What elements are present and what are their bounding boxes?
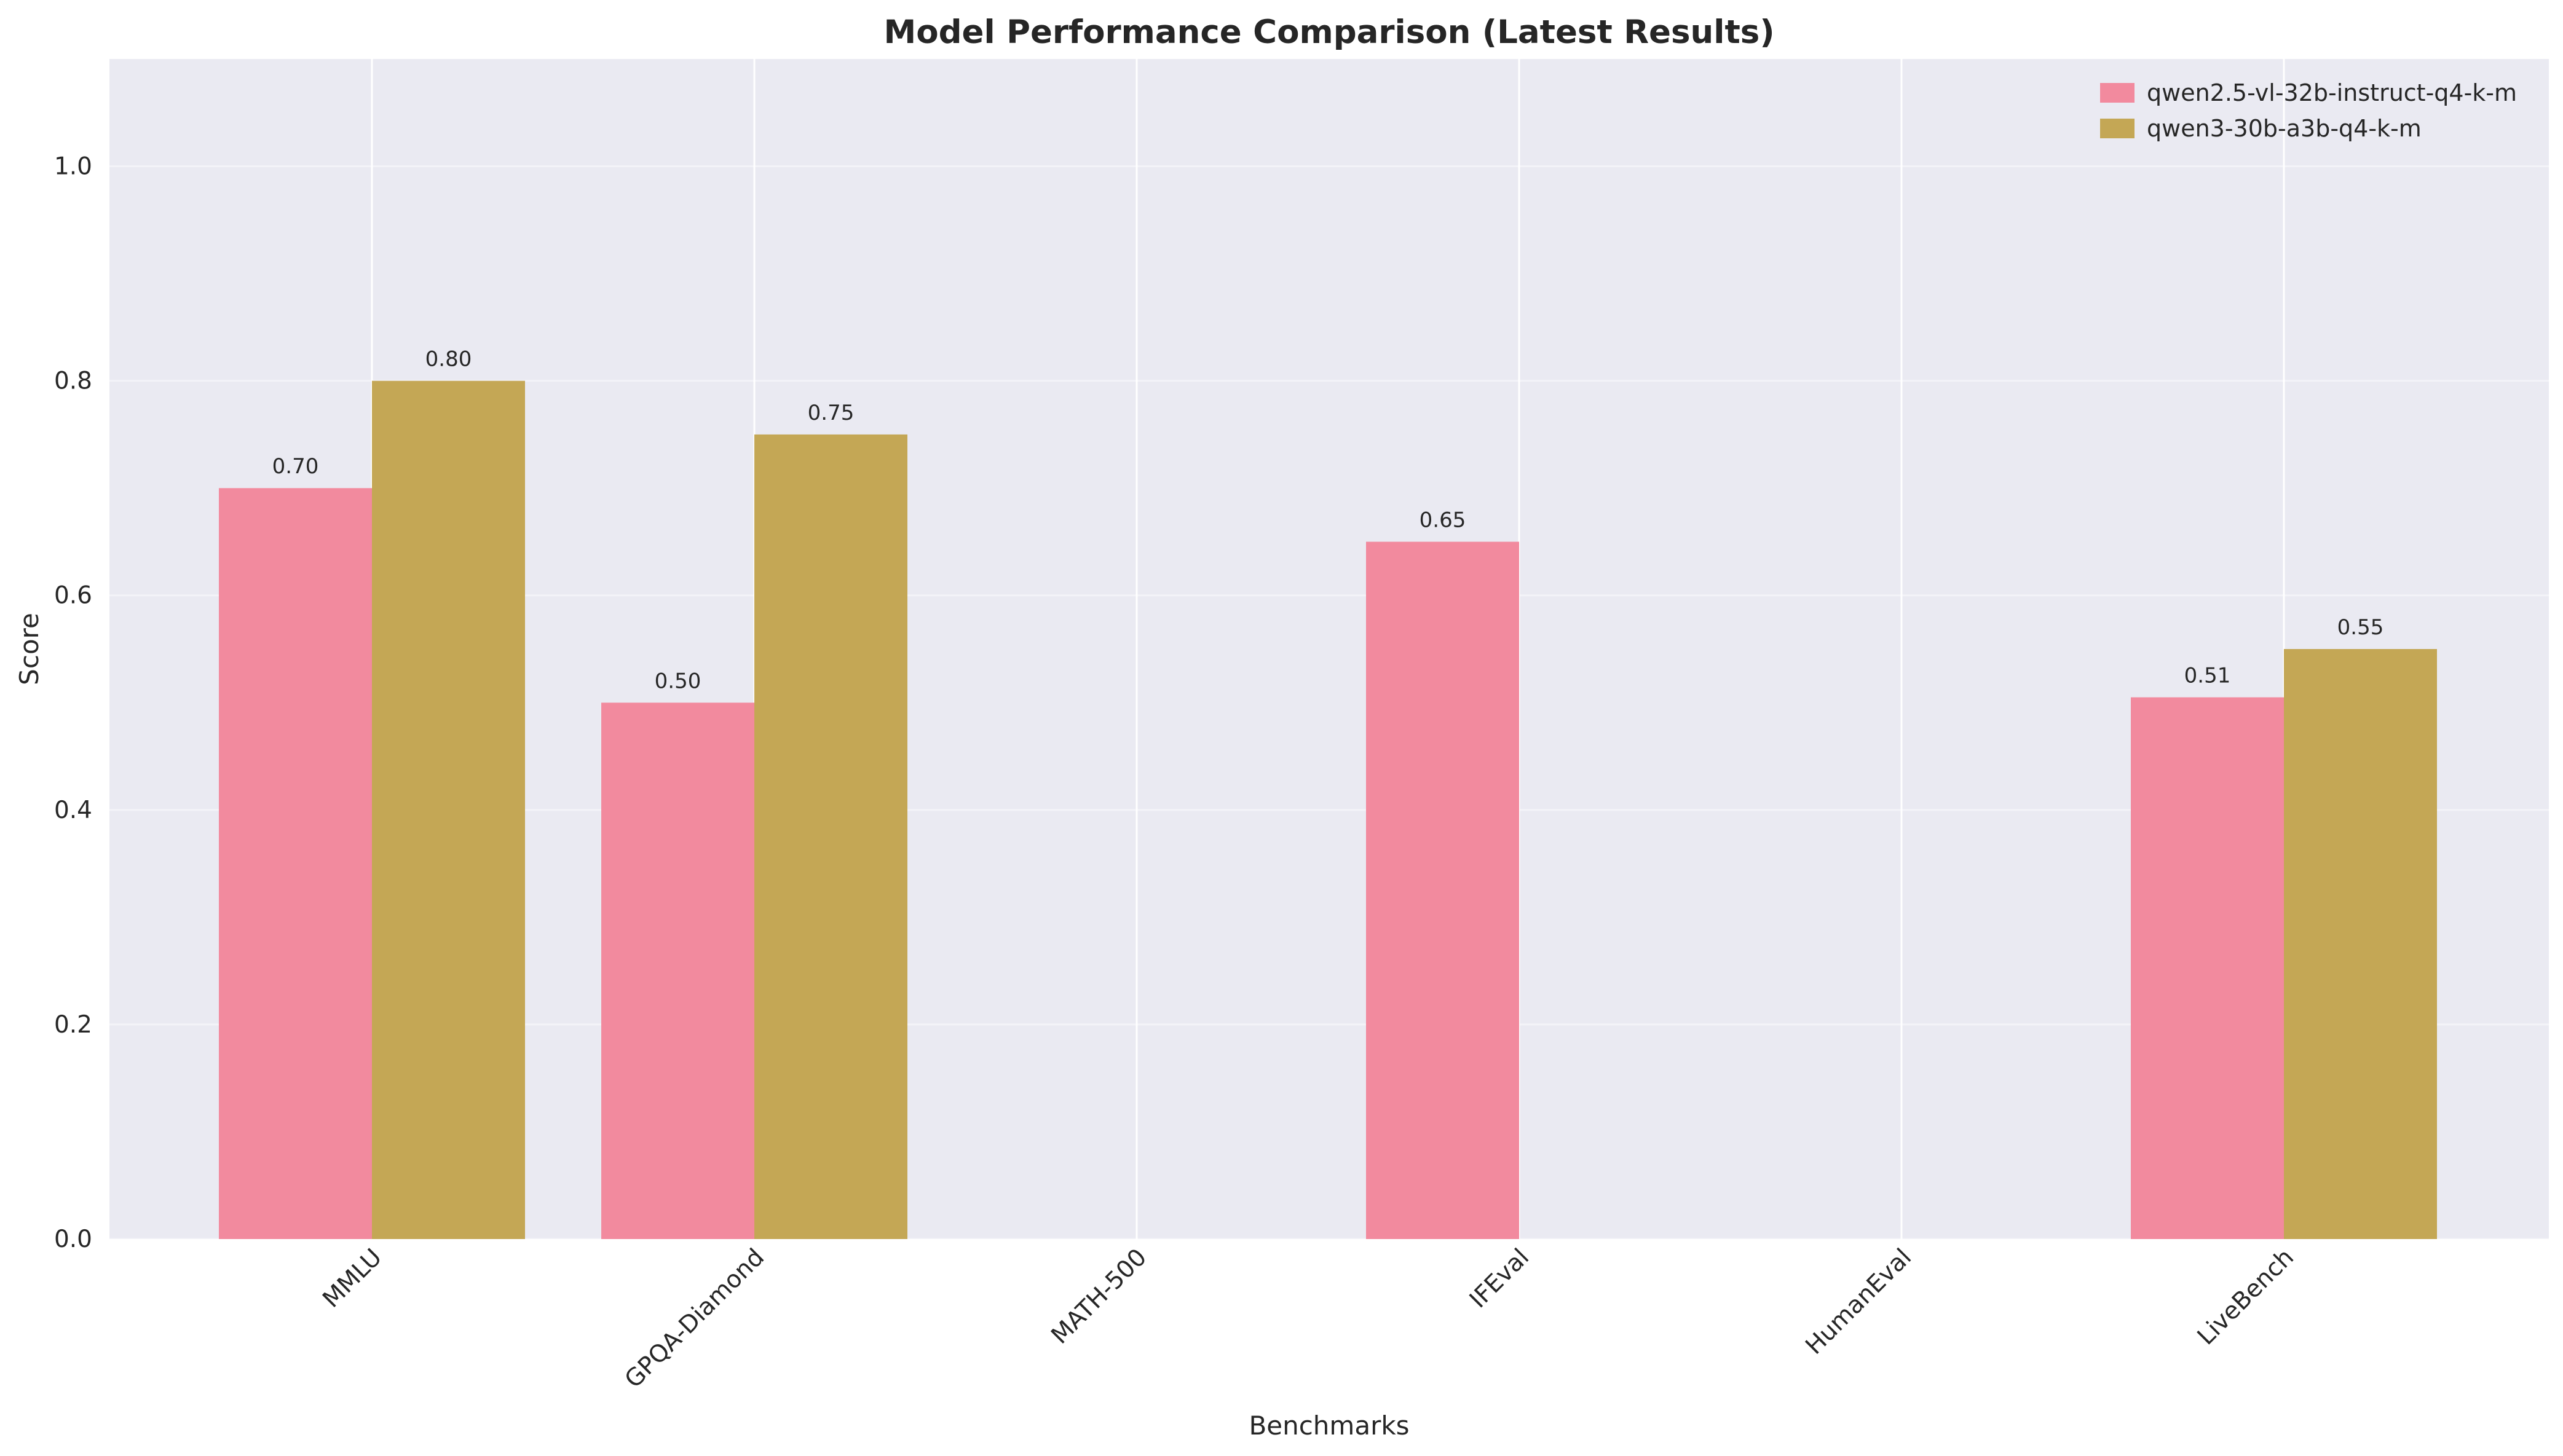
legend-swatch-series-2 xyxy=(2100,119,2135,138)
bar-value-label: 0.50 xyxy=(655,669,701,693)
y-axis-label: Score xyxy=(14,613,44,685)
bar-series-1 xyxy=(1366,541,1519,1239)
y-tick-label: 0.4 xyxy=(54,797,92,824)
chart-title: Model Performance Comparison (Latest Res… xyxy=(883,14,1774,51)
y-axis-ticks: 0.0 0.2 0.4 0.6 0.8 1.0 xyxy=(54,153,92,1253)
y-tick-label: 0.2 xyxy=(54,1011,92,1039)
bar-value-label: 0.75 xyxy=(808,401,855,425)
bar-value-label: 0.65 xyxy=(1420,508,1466,532)
y-tick-label: 1.0 xyxy=(54,153,92,181)
bar-value-label: 0.70 xyxy=(272,454,319,479)
bar-series-1 xyxy=(2131,697,2284,1239)
x-tick-label: MATH-500 xyxy=(1046,1243,1153,1350)
legend-label-series-1: qwen2.5-vl-32b-instruct-q4-k-m xyxy=(2147,79,2517,106)
bar-series-1 xyxy=(601,702,754,1239)
x-axis-ticks: MMLU GPQA-Diamond MATH-500 IFEval HumanEval L… xyxy=(317,1243,2299,1393)
y-tick-label: 0.8 xyxy=(54,368,92,395)
y-tick-label: 0.6 xyxy=(54,582,92,610)
legend: qwen2.5-vl-32b-instruct-q4-k-m qwen3-30b… xyxy=(2100,79,2517,142)
y-tick-label: 0.0 xyxy=(54,1226,92,1253)
bar-series-2 xyxy=(2284,649,2437,1239)
x-tick-label: HumanEval xyxy=(1800,1243,1917,1360)
bars xyxy=(219,380,2437,1239)
bar-value-label: 0.80 xyxy=(425,347,472,372)
bar-series-2 xyxy=(372,380,525,1239)
bar-value-label: 0.51 xyxy=(2184,664,2231,688)
x-tick-label: IFEval xyxy=(1464,1243,1534,1313)
x-tick-label: MMLU xyxy=(317,1243,387,1313)
bar-series-2 xyxy=(754,434,907,1239)
legend-swatch-series-1 xyxy=(2100,83,2135,103)
legend-label-series-2: qwen3-30b-a3b-q4-k-m xyxy=(2147,115,2422,142)
bar-series-1 xyxy=(219,488,372,1239)
x-tick-label: LiveBench xyxy=(2192,1243,2299,1350)
x-axis-label: Benchmarks xyxy=(1249,1411,1409,1441)
bar-value-labels: 0.70 0.50 0.65 0.51 0.80 0.75 0.55 xyxy=(272,347,2384,694)
bar-value-label: 0.55 xyxy=(2337,615,2384,640)
x-tick-label: GPQA-Diamond xyxy=(620,1243,770,1393)
